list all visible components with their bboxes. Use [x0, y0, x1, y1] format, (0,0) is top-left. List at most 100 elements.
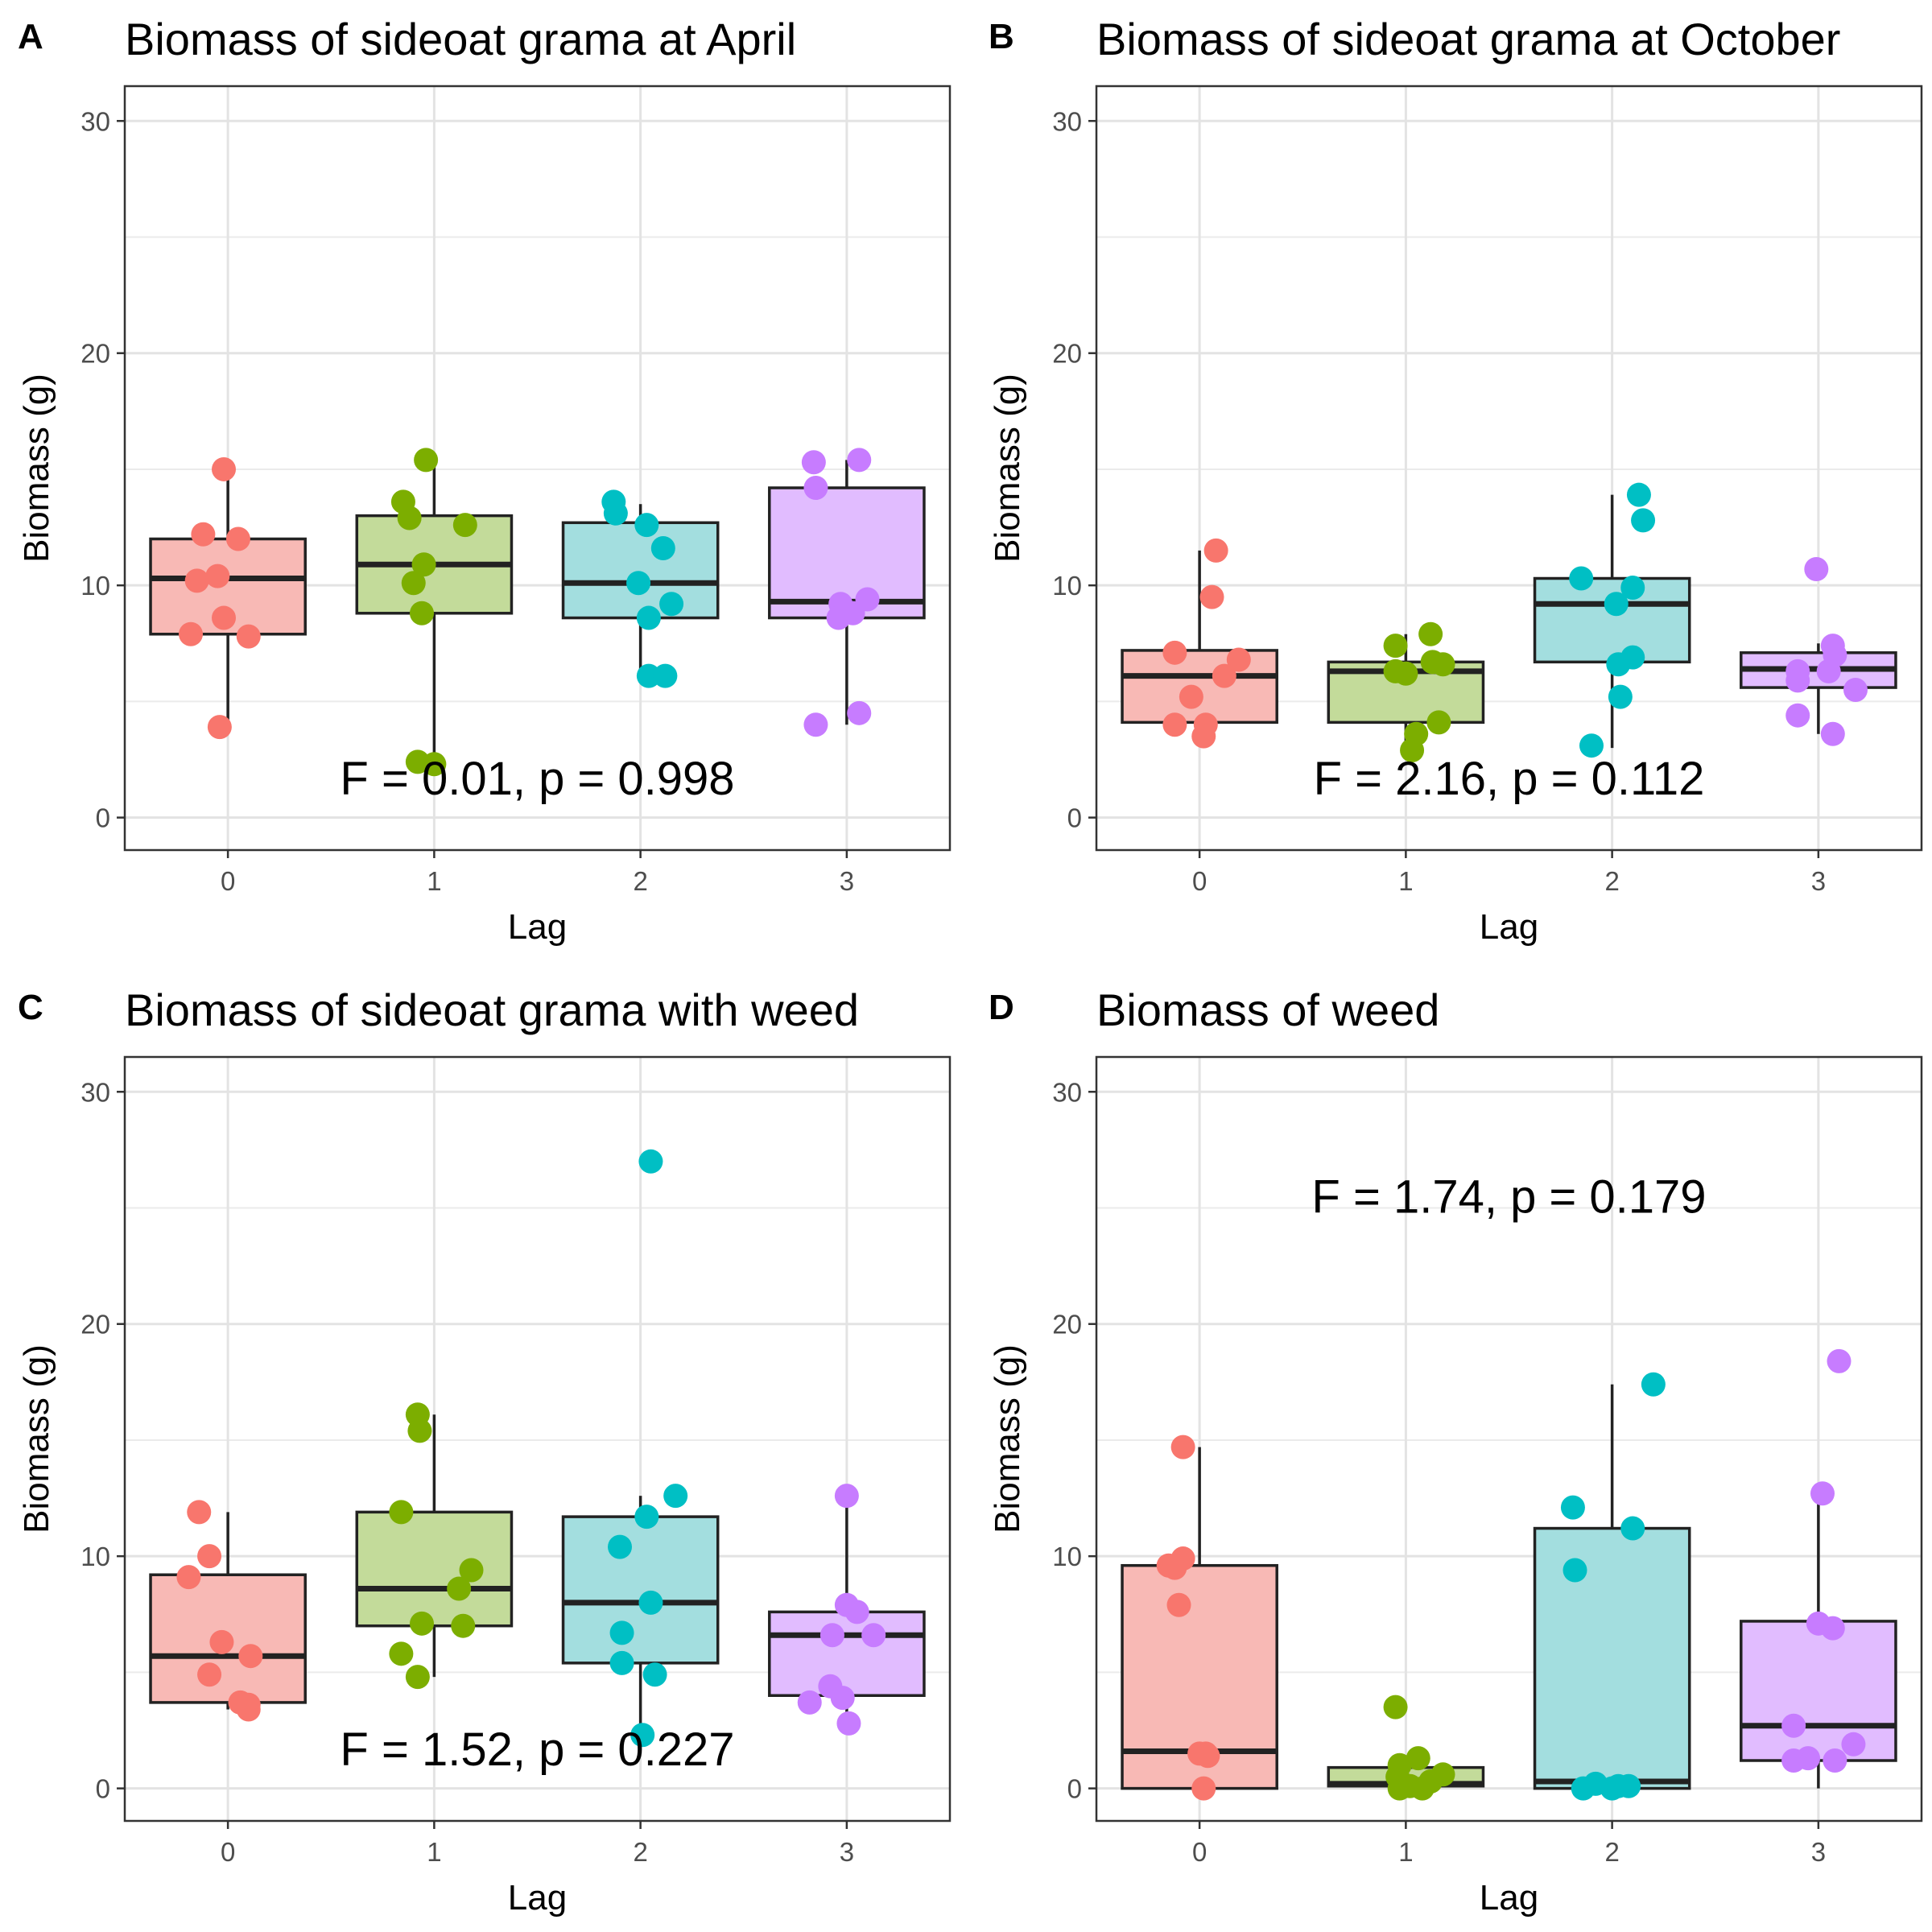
data-point: [1563, 1558, 1587, 1583]
data-point: [1631, 508, 1656, 533]
data-point: [650, 536, 675, 561]
plot-background: [1096, 86, 1922, 850]
y-tick-label: 20: [80, 1310, 110, 1340]
points-0: [1156, 1435, 1220, 1801]
data-point: [1620, 576, 1645, 601]
data-point: [1212, 663, 1236, 688]
x-tick-label: 1: [1398, 1837, 1413, 1867]
box-body: [561, 521, 720, 620]
panel-letter: B: [989, 17, 1014, 56]
data-point: [834, 1484, 859, 1509]
y-tick-label: 20: [1052, 1310, 1082, 1340]
x-tick-label: 0: [1192, 866, 1207, 896]
x-tick-label: 3: [840, 1837, 854, 1867]
data-point: [1166, 1592, 1191, 1617]
x-tick-label: 0: [1192, 1837, 1207, 1867]
data-point: [1604, 592, 1629, 617]
x-tick-label: 2: [633, 866, 647, 896]
data-point: [801, 450, 826, 475]
data-point: [1620, 1516, 1645, 1541]
data-point: [634, 1505, 659, 1530]
panel-b: 0 10 20 30 0 1 2 3 Lag Biomass (g) B Biomass of sid…: [988, 14, 1923, 947]
data-point: [1620, 645, 1645, 670]
data-point: [411, 552, 436, 577]
data-point: [1383, 1695, 1408, 1719]
panel-a: 0 10 20 30 0 1 2 3 Lag Biomass (g) A Biomass of sid…: [17, 14, 952, 947]
data-point: [389, 1641, 414, 1666]
data-point: [1162, 1555, 1187, 1580]
data-point: [1191, 1776, 1216, 1801]
data-point: [1579, 733, 1604, 758]
data-point: [642, 1662, 667, 1687]
y-tick-label: 10: [1052, 571, 1082, 601]
data-point: [1823, 1748, 1847, 1773]
data-point: [803, 712, 828, 737]
data-point: [1383, 634, 1408, 658]
points-1: [389, 1402, 484, 1690]
panel-title: Biomass of sideoat grama with weed: [125, 985, 859, 1035]
data-point: [1406, 1746, 1430, 1771]
points-2: [1569, 482, 1656, 758]
plot-border: [123, 85, 952, 852]
data-point: [1820, 1616, 1845, 1641]
box-2: [1533, 1384, 1691, 1790]
y-tick-label: 30: [80, 106, 110, 136]
data-point: [236, 624, 261, 649]
data-point: [1820, 721, 1845, 746]
data-point: [459, 1558, 484, 1583]
y-tick-label: 30: [1052, 106, 1082, 136]
data-point: [636, 605, 661, 630]
points-3: [1781, 1348, 1866, 1773]
data-point: [451, 1613, 476, 1638]
x-axis-label: Lag: [508, 1878, 567, 1918]
y-tick-label: 30: [1052, 1077, 1082, 1107]
data-point: [1569, 566, 1594, 591]
data-point: [397, 506, 422, 530]
data-point: [1560, 1495, 1585, 1520]
data-point: [205, 564, 230, 588]
y-tick-label: 0: [1067, 1774, 1082, 1804]
data-point: [212, 605, 236, 630]
panel-title: Biomass of weed: [1096, 985, 1439, 1035]
data-point: [212, 456, 236, 481]
data-point: [1810, 1481, 1835, 1506]
data-point: [1841, 1732, 1866, 1757]
data-point: [1606, 1773, 1631, 1798]
data-point: [1393, 661, 1418, 686]
data-point: [401, 571, 426, 596]
data-point: [447, 1576, 472, 1601]
data-point: [179, 621, 203, 646]
data-point: [1430, 652, 1455, 677]
data-point: [1162, 640, 1187, 665]
data-point: [209, 1629, 234, 1654]
data-point: [1804, 556, 1829, 581]
data-point: [414, 448, 439, 473]
data-point: [191, 522, 216, 547]
plot-border: [1095, 1055, 1923, 1823]
data-point: [609, 1620, 634, 1645]
x-tick-label: 0: [221, 866, 235, 896]
data-point: [861, 1623, 886, 1648]
box-body: [1533, 576, 1691, 664]
data-point: [836, 1711, 861, 1736]
panel-letter: A: [18, 17, 43, 56]
data-point: [830, 1686, 855, 1711]
data-point: [1162, 712, 1187, 737]
data-point: [819, 1623, 844, 1648]
y-axis-label: Biomass (g): [988, 1344, 1027, 1534]
data-point: [1187, 1741, 1212, 1766]
data-point: [228, 1690, 253, 1715]
data-point: [1430, 1762, 1455, 1787]
data-point: [659, 592, 684, 617]
data-point: [238, 1644, 263, 1669]
panel-title: Biomass of sideoat grama at April: [125, 14, 796, 64]
stats-annotation: F = 1.74, p = 0.179: [1311, 1170, 1706, 1223]
data-point: [1823, 642, 1847, 667]
panel-d: 0 10 20 30 0 1 2 3 Lag Biomass (g) D Biomass of wee…: [988, 985, 1923, 1918]
data-point: [1179, 684, 1203, 709]
data-point: [847, 700, 872, 725]
data-point: [197, 1544, 222, 1569]
data-point: [636, 663, 661, 688]
data-point: [422, 752, 447, 777]
points-3: [801, 448, 880, 737]
